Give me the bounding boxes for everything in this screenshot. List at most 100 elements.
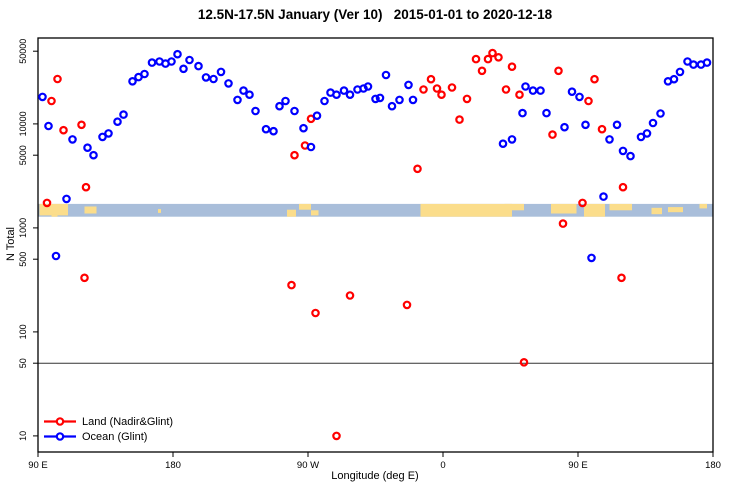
legend-item-ocean: Ocean (Glint) xyxy=(82,431,148,443)
data-point xyxy=(515,90,524,100)
data-point xyxy=(554,66,563,76)
data-point xyxy=(437,90,446,100)
data-point xyxy=(275,101,284,111)
data-point xyxy=(402,300,412,310)
data-point xyxy=(501,85,511,94)
data-point xyxy=(558,219,568,228)
data-point xyxy=(617,273,626,283)
data-point xyxy=(455,115,464,124)
data-point xyxy=(269,126,278,136)
series xyxy=(42,48,628,441)
data-point xyxy=(395,95,404,105)
data-point xyxy=(560,122,569,132)
data-point xyxy=(519,357,529,367)
data-point xyxy=(233,95,242,105)
data-point xyxy=(216,67,226,77)
data-point xyxy=(147,58,157,67)
data-point xyxy=(312,111,322,121)
data-point xyxy=(381,70,391,80)
data-point xyxy=(209,74,218,84)
data-point xyxy=(675,67,685,77)
data-point xyxy=(426,74,436,84)
data-point xyxy=(83,143,92,153)
data-point xyxy=(518,108,527,118)
data-point xyxy=(245,90,254,100)
data-point xyxy=(201,73,211,82)
y-tick-label: 5000 xyxy=(18,145,28,165)
legend-item-land: Land (Nadir&Glint) xyxy=(82,416,174,428)
data-point xyxy=(578,198,587,208)
data-point xyxy=(179,64,188,74)
y-tick-label: 50 xyxy=(18,358,28,368)
data-point xyxy=(251,106,260,116)
data-point xyxy=(363,82,373,91)
data-point xyxy=(339,86,349,95)
data-point xyxy=(599,192,608,201)
x-tick-label: 90 E xyxy=(568,460,588,471)
data-point xyxy=(119,110,128,119)
data-point xyxy=(432,84,442,93)
data-point xyxy=(642,129,652,138)
data-point xyxy=(375,93,385,103)
data-point xyxy=(306,142,316,152)
data-point xyxy=(281,96,290,106)
y-tick-label: 1000 xyxy=(18,218,28,238)
data-point xyxy=(419,85,428,94)
legend-symbol xyxy=(44,432,76,441)
data-point xyxy=(618,182,628,192)
data-point xyxy=(413,164,422,174)
data-point xyxy=(542,108,551,118)
data-point xyxy=(584,96,593,106)
data-point xyxy=(59,125,68,135)
data-point xyxy=(173,49,182,59)
data-point xyxy=(494,52,503,62)
data-point xyxy=(447,83,457,92)
data-point xyxy=(507,135,517,144)
data-point xyxy=(387,101,397,111)
data-point xyxy=(194,61,203,71)
data-point xyxy=(98,132,107,142)
world-map-strip xyxy=(38,203,713,217)
data-point xyxy=(89,150,98,160)
data-point xyxy=(498,139,508,149)
data-point xyxy=(62,194,71,204)
series xyxy=(38,49,712,263)
data-point xyxy=(81,182,91,192)
data-point xyxy=(408,95,418,105)
data-point xyxy=(51,251,61,261)
data-point xyxy=(128,77,137,86)
data-point xyxy=(597,124,607,134)
data-point xyxy=(44,121,53,131)
plot-border xyxy=(37,37,714,453)
data-point xyxy=(345,90,355,100)
data-point xyxy=(587,253,596,263)
data-point xyxy=(38,92,47,102)
x-axis-label: Longitude (deg E) xyxy=(331,470,419,482)
data-point xyxy=(669,74,679,84)
data-point xyxy=(140,69,149,79)
data-point xyxy=(47,96,56,106)
y-tick-label: 100 xyxy=(18,324,28,339)
data-point xyxy=(528,86,538,95)
data-point xyxy=(471,54,481,64)
data-point xyxy=(299,123,308,133)
data-point xyxy=(581,120,590,130)
data-point xyxy=(536,86,545,95)
data-point xyxy=(612,120,622,130)
data-point xyxy=(42,198,52,208)
data-point xyxy=(702,58,712,67)
data-point xyxy=(575,92,584,102)
data-point xyxy=(488,48,497,58)
data-point xyxy=(80,273,89,283)
data-point xyxy=(605,135,614,144)
y-tick-label: 50000 xyxy=(18,39,28,64)
y-tick-label: 10 xyxy=(18,431,28,441)
data-point xyxy=(636,132,646,142)
data-point xyxy=(648,118,658,128)
data-point xyxy=(618,146,628,156)
data-point xyxy=(483,54,493,64)
x-tick-label: 180 xyxy=(165,460,181,471)
data-point xyxy=(261,124,271,134)
data-point xyxy=(332,431,341,441)
